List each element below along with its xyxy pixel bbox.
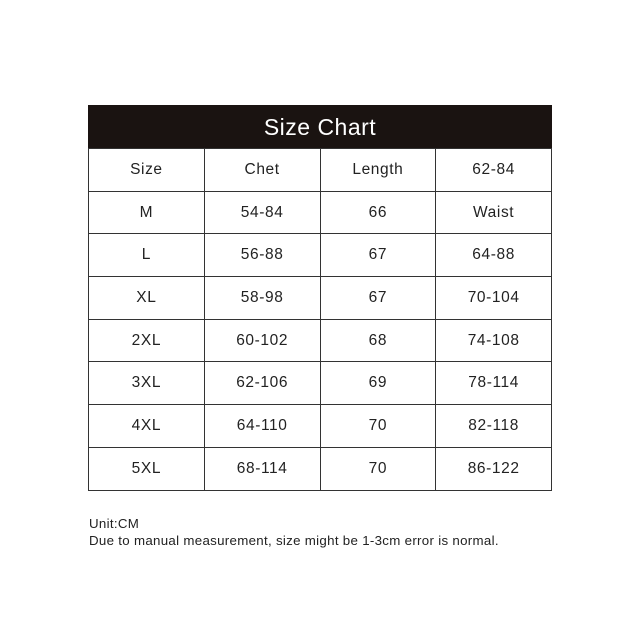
table-cell: 62-106	[203, 361, 321, 406]
table-row: 5XL 68-114 70 86-122	[88, 446, 552, 491]
table-cell: 69	[319, 361, 437, 406]
disclaimer-note: Due to manual measurement, size might be…	[89, 533, 499, 548]
unit-note: Unit:CM	[89, 516, 140, 531]
table-cell: 54-84	[203, 190, 321, 235]
table-cell: XL	[88, 276, 205, 320]
size-chart: Size Chart Size Chet Length 62-84 M 54-84 66 Wa…	[88, 105, 552, 491]
table-cell: 62-84	[435, 148, 552, 192]
table-row: 2XL 60-102 68 74-108	[88, 318, 552, 363]
table-cell: 56-88	[203, 233, 321, 278]
table-row: L 56-88 67 64-88	[88, 233, 552, 278]
table-cell: 82-118	[435, 404, 552, 448]
table-cell: 64-88	[435, 233, 552, 278]
table-cell: Size	[88, 148, 205, 192]
table-row: 3XL 62-106 69 78-114	[88, 361, 552, 406]
table-cell: Chet	[203, 148, 321, 192]
chart-title: Size Chart	[88, 105, 552, 148]
table-cell: 70	[319, 404, 437, 448]
table-cell: 68	[319, 318, 437, 363]
table-cell: 3XL	[88, 361, 205, 406]
table-cell: 64-110	[203, 404, 321, 448]
notes: Unit:CM Due to manual measurement, size …	[89, 515, 499, 549]
table-cell: Length	[319, 148, 437, 192]
table-cell: 86-122	[435, 446, 552, 491]
size-table: Size Chet Length 62-84 M 54-84 66 Waist L 56-88 67…	[88, 148, 552, 491]
table-cell: 68-114	[203, 446, 321, 491]
table-cell: 70-104	[435, 276, 552, 320]
table-cell: 74-108	[435, 318, 552, 363]
table-cell: M	[88, 190, 205, 235]
header-row: Size Chet Length 62-84	[88, 148, 552, 192]
table-row: XL 58-98 67 70-104	[88, 276, 552, 320]
table-cell: 60-102	[203, 318, 321, 363]
table-cell: 67	[319, 276, 437, 320]
table-row: 4XL 64-110 70 82-118	[88, 404, 552, 448]
table-cell: 78-114	[435, 361, 552, 406]
table-cell: L	[88, 233, 205, 278]
table-cell: 58-98	[203, 276, 321, 320]
table-cell: 2XL	[88, 318, 205, 363]
table-cell: Waist	[435, 190, 552, 235]
table-cell: 70	[319, 446, 437, 491]
table-row: M 54-84 66 Waist	[88, 190, 552, 235]
table-cell: 4XL	[88, 404, 205, 448]
table-cell: 5XL	[88, 446, 205, 491]
table-cell: 66	[319, 190, 437, 235]
table-cell: 67	[319, 233, 437, 278]
